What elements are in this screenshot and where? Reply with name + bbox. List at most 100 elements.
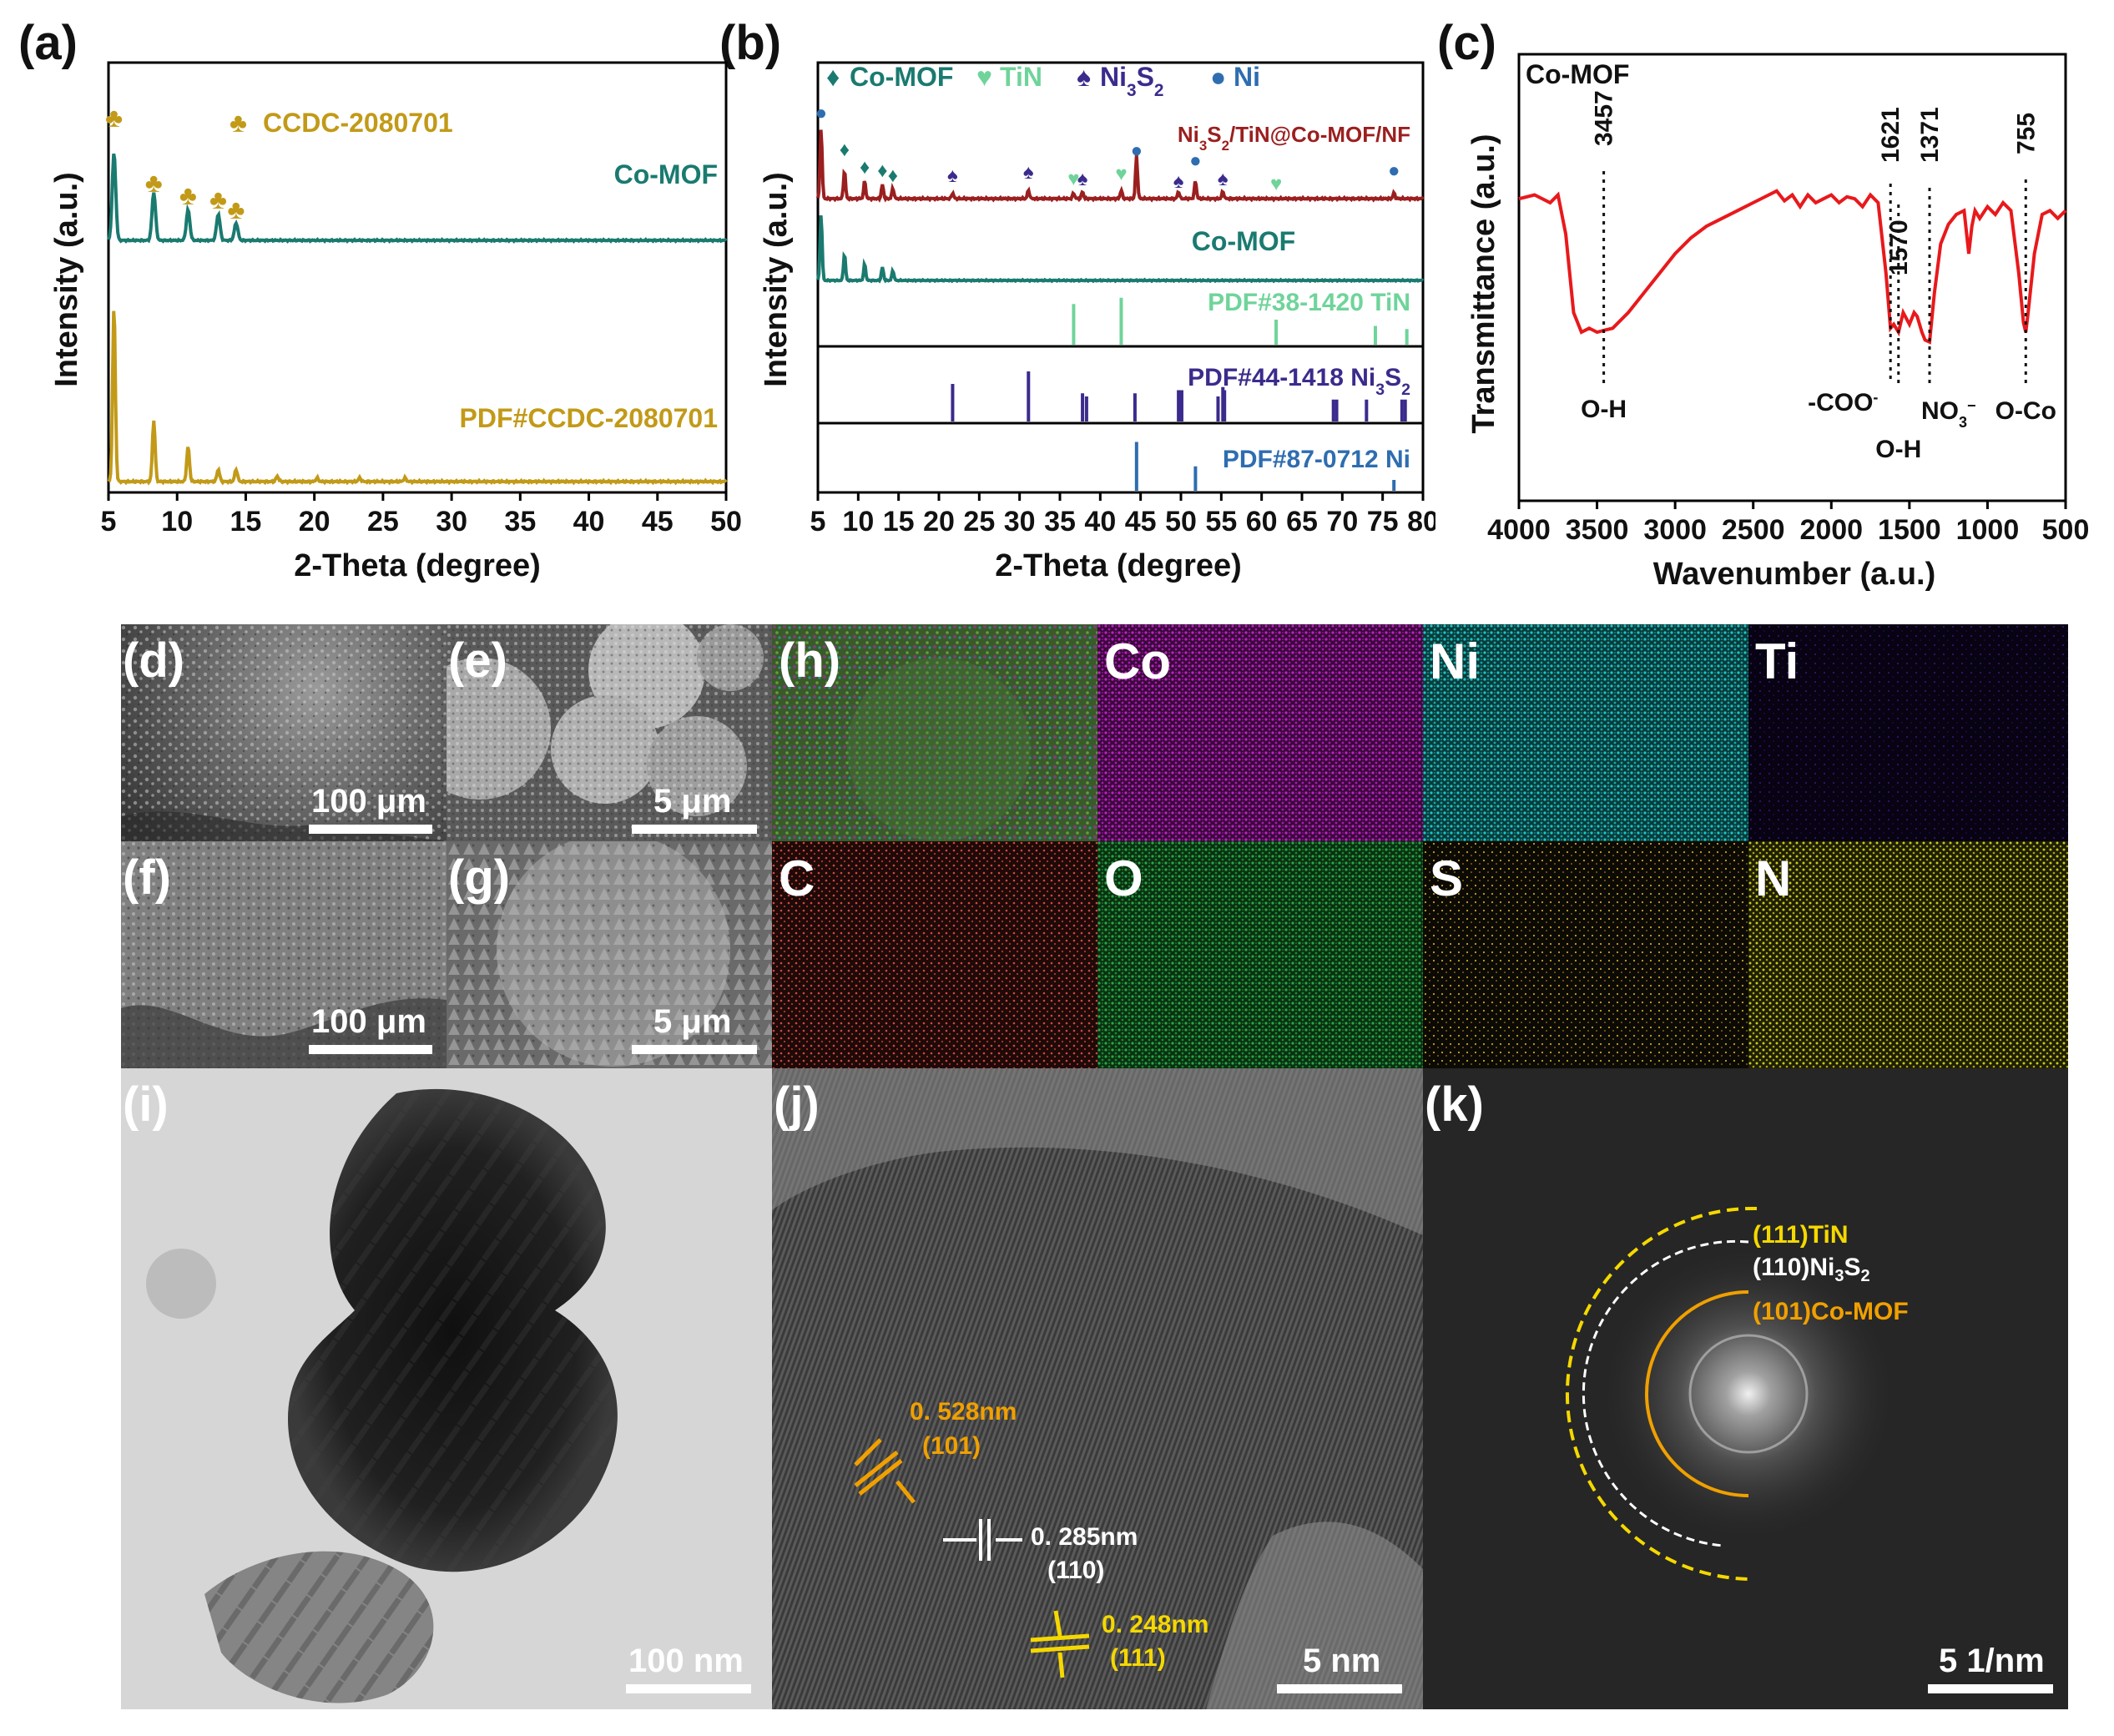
chart-c-title: Co-MOF [1526,59,1629,89]
axis-c-tick-label: 500 [2042,514,2090,546]
panel-label-c: (c) [1437,16,1496,70]
scale-bar-g [632,1045,757,1054]
axis-a-tick-label: 10 [161,506,193,537]
peak-marker: ♦ [877,159,887,182]
panel-label-i: (i) [123,1077,169,1132]
fft-image-k: (k) (111)TiN (110)Ni3S2 (101)Co-MOF 5 1/… [1423,1068,2068,1709]
peak-marker: ♥ [1270,173,1282,195]
peak-marker-club: ♣ [145,168,163,198]
eds-map-o: O [1097,841,1423,1068]
peak-marker-club: ♣ [209,184,227,214]
axis-b-tick-label: 50 [1165,506,1197,537]
lattice-marker-101 [854,1438,916,1504]
annotation-group-no3: NO3− [1921,397,1976,431]
lattice-marker-110 [943,1519,1022,1561]
series-label-pdf-ccdc: PDF#CCDC-2080701 [460,403,718,433]
series-label-composite-part: Ni [1178,122,1199,147]
series-label-composite-part: 3 [1199,138,1207,154]
scale-bar-j [1277,1684,1402,1693]
axis-b-tick-label: 10 [842,506,874,537]
axis-a-frame [107,61,728,494]
annotation-wavenumber: 3457 [1591,90,1618,146]
series-composite [816,129,1425,203]
peak-marker: ♦ [888,164,898,187]
ring-label-ni3s2-a: (110)Ni [1753,1254,1835,1281]
legend-marker: ♥ [976,62,992,92]
sem-image-g: (g) 5 μm [447,841,772,1068]
legend-marker: ♦ [826,62,840,92]
x-axis-label-c: Wavenumber (a.u.) [1653,557,1936,592]
axis-b-tick-label: 60 [1246,506,1278,537]
axis-a-tick-label: 45 [642,506,674,537]
legend-label-part: Ni [1100,62,1127,92]
annotation-group-no3-sup: − [1967,397,1976,414]
axis-b-tick-label: 80 [1407,506,1435,537]
element-label-c: C [779,850,815,906]
scale-text-d: 100 μm [311,783,426,820]
eds-map-s: S [1423,841,1748,1068]
annotation-group-coo: -COO- [1808,389,1878,416]
reference-label: PDF#38-1420 TiN [1208,289,1410,316]
axis-c-tick-label: 1500 [1878,514,1941,546]
peak-marker: ● [1189,149,1202,172]
annotation-wavenumber: 1621 [1877,107,1905,163]
axis-b-tick-label: 75 [1367,506,1399,537]
tem-particle-i [146,1088,618,1703]
legend-label-part: 2 [1154,81,1164,100]
series-label-composite-part: /TiN@Co-MOF/NF [1229,122,1410,147]
axis-a-tick-label: 50 [710,506,742,537]
legend-label-part: S [1137,62,1154,92]
legend-label: Ni [1234,62,1260,92]
axis-b-tick-label: 30 [1004,506,1036,537]
ring-label-ni3s2-c: S [1844,1254,1861,1281]
panel-label-g: (g) [448,850,511,905]
axis-a-tick-label: 25 [367,506,399,537]
annotation-group-oh: O-H [1581,396,1627,423]
peak-marker: ● [1388,159,1400,182]
ring-label-ni3s2-d: 2 [1860,1267,1870,1285]
element-label-n: N [1755,850,1792,906]
y-axis-label-a: Intensity (a.u.) [49,172,84,387]
scale-text-e: 5 μm [653,783,732,820]
scale-bar-d [309,825,432,834]
hkl-111: (111) [1110,1644,1166,1672]
eds-texture-h [772,624,1097,841]
panel-label-f: (f) [123,850,171,905]
eds-map-ni: Ni [1423,624,1748,841]
ring-label-ni3s2-b: 3 [1834,1267,1844,1285]
axis-a-tick-label: 30 [436,506,467,537]
panel-label-j: (j) [774,1077,820,1132]
scale-bar-f [309,1045,432,1054]
series-label-composite: Ni3S2/TiN@Co-MOF/NF [1178,122,1410,154]
eds-map-c: C [772,841,1097,1068]
axis-b-tick-label: 20 [923,506,955,537]
reference-label-part: 3 [1375,381,1385,399]
reference-label-part: PDF#44-1418 Ni [1188,364,1375,391]
peak-marker: ● [815,102,828,124]
peak-marker: ● [1131,139,1143,162]
eds-map-co: Co [1097,624,1423,841]
legend-marker: ♠ [1077,62,1091,92]
legend-label-ccdc: CCDC-2080701 [263,108,453,138]
peak-marker: ♠ [1173,170,1184,193]
axis-c-frame [1517,53,2067,502]
d-spacing-111: 0. 248nm [1102,1611,1209,1638]
ring-label-comof: (101)Co-MOF [1753,1298,1909,1325]
sem-image-d: (d) 100 μm [121,624,447,841]
lattice-marker-111 [1030,1610,1090,1678]
panel-label-a: (a) [18,16,78,70]
reference-label-part: 2 [1401,381,1410,399]
scale-text-i: 100 nm [628,1643,744,1679]
scale-bar-i [626,1684,751,1693]
sem-image-e: (e) 5 μm [447,624,772,841]
annotation-wavenumber: 1371 [1916,107,1944,163]
d-spacing-101: 0. 528nm [910,1398,1017,1426]
scale-bar-k [1928,1684,2053,1693]
eds-map-n: N [1748,841,2068,1068]
sem-texture-e [447,624,772,841]
element-label-ti: Ti [1755,633,1799,689]
ftir-spectrum [1518,189,2067,345]
y-axis-label-b: Intensity (a.u.) [759,172,794,387]
peak-marker-club: ♣ [179,180,197,210]
eds-map-ti: Ti [1748,624,2068,841]
